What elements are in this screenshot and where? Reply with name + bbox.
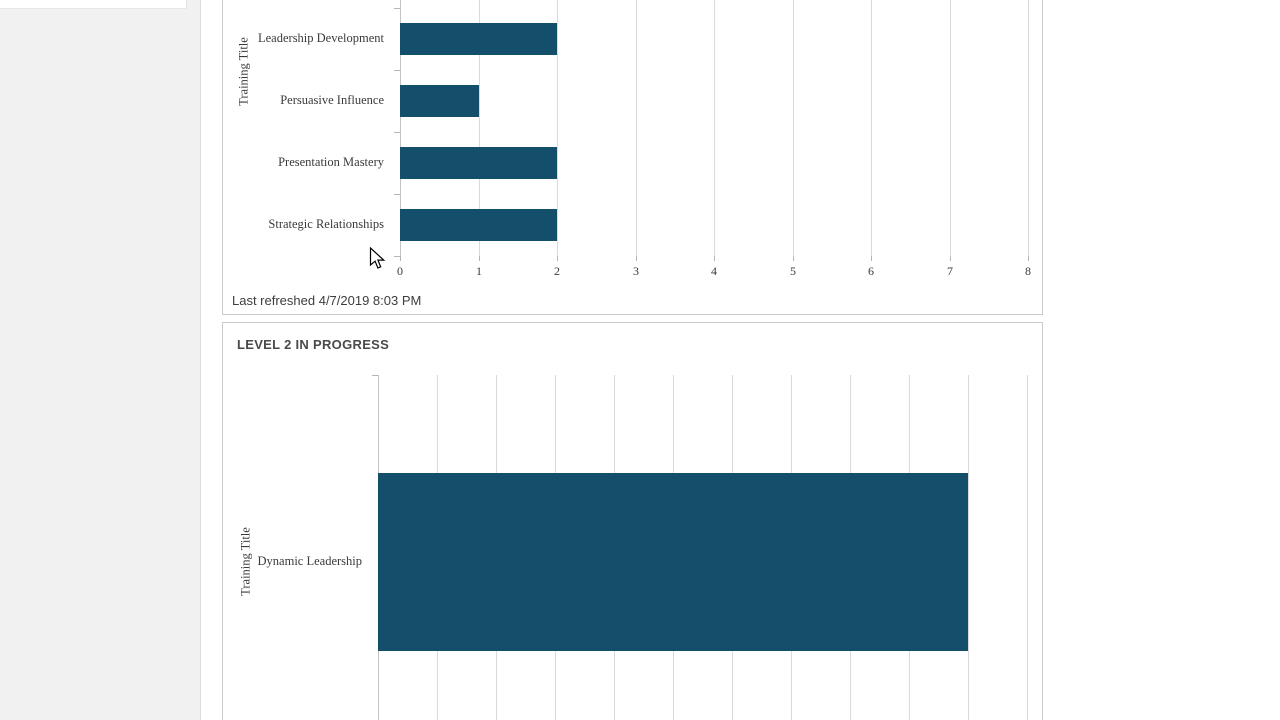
- chart1-xtick-label: 5: [790, 264, 796, 278]
- chart1-gridline: [479, 0, 480, 256]
- chart1-gridline: [1028, 0, 1029, 256]
- chart1-gridline: [793, 0, 794, 256]
- chart1-bar[interactable]: [400, 23, 557, 55]
- panel2-title: LEVEL 2 IN PROGRESS: [237, 337, 390, 352]
- last-refreshed-text: Last refreshed 4/7/2019 8:03 PM: [232, 293, 422, 308]
- sidebar-top-strip: [0, 0, 187, 9]
- chart2-y-axis-title: Training Title: [238, 527, 253, 596]
- chart1-xtick-label: 4: [711, 264, 717, 278]
- chart1-xtick-label: 2: [554, 264, 560, 278]
- chart2-category-tick: [372, 375, 378, 376]
- chart1-category-label: Leadership Development: [258, 31, 384, 45]
- chart1-xtick-label: 8: [1025, 264, 1031, 278]
- chart1-y-axis-title: Training Title: [236, 37, 251, 106]
- chart1-bar[interactable]: [400, 209, 557, 241]
- chart1-gridline: [871, 0, 872, 256]
- chart1-category-tick: [394, 132, 400, 133]
- chart2-gridline: [968, 375, 969, 720]
- chart1-axis-tick: [400, 256, 401, 261]
- chart2-category-label: Dynamic Leadership: [257, 554, 362, 568]
- chart1-gridline: [714, 0, 715, 256]
- chart1-gridline: [950, 0, 951, 256]
- left-sidebar: [0, 0, 201, 720]
- chart1-xtick-label: 3: [633, 264, 639, 278]
- chart1-axis-tick: [950, 256, 951, 261]
- chart1-category-tick: [394, 70, 400, 71]
- chart1-gridline: [636, 0, 637, 256]
- chart1-bar[interactable]: [400, 85, 479, 117]
- mouse-cursor: [369, 246, 387, 271]
- chart1-bar[interactable]: [400, 147, 557, 179]
- chart1-axis-tick: [479, 256, 480, 261]
- chart1-axis-tick: [714, 256, 715, 261]
- chart1-gridline: [400, 0, 401, 256]
- chart1-category-tick: [394, 8, 400, 9]
- chart1-category-label: Persuasive Influence: [280, 93, 384, 107]
- chart1-category-tick: [394, 256, 400, 257]
- chart1-axis-tick: [793, 256, 794, 261]
- chart1-xtick-label: 7: [947, 264, 953, 278]
- level1-chart-panel: Last refreshed 4/7/2019 8:03 PM: [222, 0, 1043, 315]
- chart1-axis-tick: [636, 256, 637, 261]
- chart1-category-tick: [394, 194, 400, 195]
- chart1-category-label: Presentation Mastery: [278, 155, 384, 169]
- chart1-xtick-label: 0: [397, 264, 403, 278]
- chart1-xtick-label: 6: [868, 264, 874, 278]
- chart2-bar[interactable]: [378, 473, 968, 651]
- chart1-category-label: Strategic Relationships: [268, 217, 384, 231]
- chart1-xtick-label: 1: [476, 264, 482, 278]
- chart1-axis-tick: [557, 256, 558, 261]
- chart1-axis-tick: [1028, 256, 1029, 261]
- chart1-axis-tick: [871, 256, 872, 261]
- chart2-gridline: [1027, 375, 1028, 720]
- chart1-gridline: [557, 0, 558, 256]
